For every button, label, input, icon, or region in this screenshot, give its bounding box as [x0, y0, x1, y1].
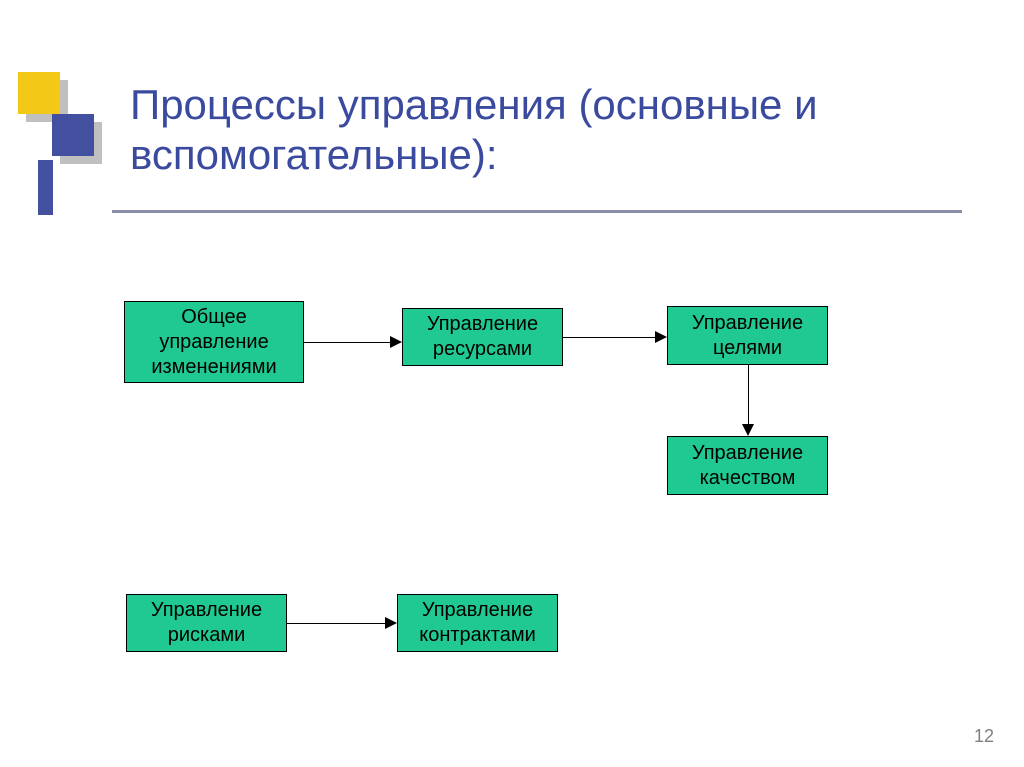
- flowchart-node: Общее управление изменениями: [124, 301, 304, 383]
- flowchart-edge: [748, 365, 749, 426]
- arrow-head-icon: [742, 424, 754, 436]
- flowchart-node: Управление качеством: [667, 436, 828, 495]
- flowchart-node: Управление целями: [667, 306, 828, 365]
- flowchart-node: Управление рисками: [126, 594, 287, 652]
- arrow-head-icon: [385, 617, 397, 629]
- flowchart-node: Управление ресурсами: [402, 308, 563, 366]
- page-number: 12: [974, 726, 994, 747]
- title-underline: [112, 210, 962, 213]
- flowchart-edge: [287, 623, 387, 624]
- flowchart-edge: [304, 342, 392, 343]
- flowchart-node: Управление контрактами: [397, 594, 558, 652]
- flowchart-edge: [563, 337, 657, 338]
- slide-logo: [18, 72, 108, 217]
- arrow-head-icon: [390, 336, 402, 348]
- arrow-head-icon: [655, 331, 667, 343]
- slide-title: Процессы управления (основные и вспомога…: [130, 80, 1024, 181]
